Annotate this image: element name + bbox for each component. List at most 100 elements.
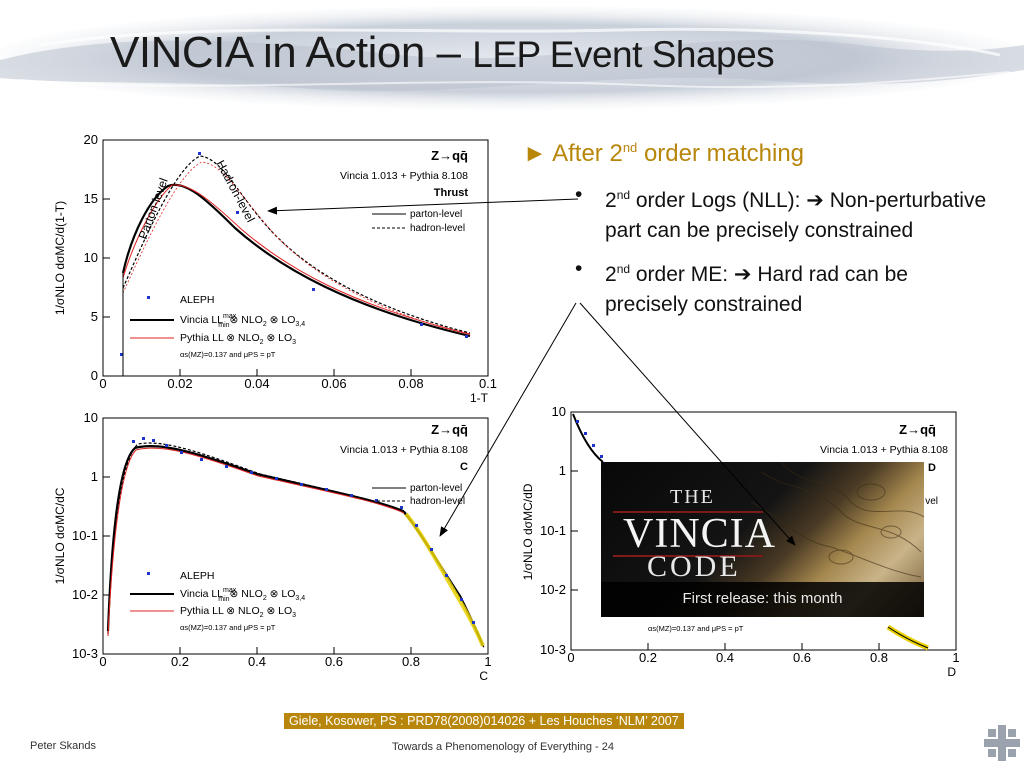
c-ytick-2: 10-1: [72, 528, 98, 543]
thrust-xtick-3: 0.06: [321, 376, 346, 391]
c-legend-vincia: Vincia LLmax min⊗ NLO2 ⊗ LO3,4: [180, 587, 305, 603]
arrow-icon: ➔: [806, 189, 824, 212]
d-ytick-3: 10-2: [540, 582, 566, 597]
bullet-dot: •: [575, 257, 583, 280]
thrust-frame: [102, 139, 489, 377]
d-data-points: [576, 420, 603, 458]
title-part1: VINCIA in Action –: [110, 28, 473, 77]
vincia-code-code: CODE: [647, 550, 741, 583]
bullet-main-sup: nd: [622, 140, 638, 155]
bullet-me-pre: 2: [605, 263, 617, 286]
thrust-ylabel: 1/σNLO dσMC/d(1-T): [53, 201, 67, 315]
thrust-xtick-0: 0: [99, 376, 106, 391]
arrow-to-c-tail: [439, 302, 577, 537]
d-xtick-3: 0.6: [793, 650, 811, 665]
vincia-code-rule-bottom: [613, 555, 763, 557]
c-y-tick-labels: 10 1 10-1 10-2 10-3: [72, 410, 98, 661]
c-legend-pythia: Pythia LL ⊗ NLO2 ⊗ LO3: [180, 605, 296, 619]
title-banner: [0, 6, 1024, 110]
thrust-y-tick-labels: 0 5 10 15 20: [84, 132, 98, 383]
thrust-name: Thrust: [434, 187, 469, 199]
footer-page: Towards a Phenomenology of Everything - …: [392, 741, 614, 753]
d-name: D: [928, 462, 936, 474]
thrust-ytick-2: 10: [84, 250, 98, 265]
thrust-legend: Z→qq̄ Vincia 1.013 + Pythia 8.108 Thrust…: [130, 148, 468, 359]
vincia-code-vincia: VINCIA: [623, 511, 776, 557]
c-ytick-1: 1: [91, 469, 98, 484]
thrust-ytick-1: 5: [91, 309, 98, 324]
vincia-code-the: THE: [670, 486, 715, 508]
d-legend: Z→qq̄ Vincia 1.013 + Pythia 8.108 D vel …: [648, 422, 948, 633]
bullet-main-pre: After 2: [552, 140, 623, 167]
d-legend-tail: vel: [925, 496, 938, 507]
c-ylabel: 1/σNLO dσMC/dC: [53, 487, 67, 584]
c-name: C: [460, 461, 468, 473]
c-legend-alphas: αs(MZ)=0.137 and μPS = pT: [180, 623, 276, 632]
thrust-version: Vincia 1.013 + Pythia 8.108: [340, 170, 468, 182]
c-ytick-4: 10-3: [72, 646, 98, 661]
d-version: Vincia 1.013 + Pythia 8.108: [820, 444, 948, 456]
bullet-logs-post: Non-perturbative part can be precisely c…: [605, 189, 987, 242]
slide-title: VINCIA in Action – LEP Event Shapes: [110, 28, 775, 78]
bullet-logs-pre: 2: [605, 189, 617, 212]
c-xtick-3: 0.6: [325, 654, 343, 669]
bullet-logs-mid: order Logs (NLL):: [630, 189, 807, 212]
thrust-legend-aleph: ALEPH: [180, 294, 214, 306]
bullet-list: ► After 2nd order matching • 2nd order L…: [523, 140, 993, 328]
d-xtick-4: 0.8: [870, 650, 888, 665]
bullet-item-me: • 2nd order ME: ➔ Hard rad can be precis…: [523, 254, 993, 320]
thrust-xtick-1: 0.02: [167, 376, 192, 391]
bullet-me-sup: nd: [616, 262, 631, 276]
bullet-dot: •: [575, 183, 583, 206]
d-ylabel: 1/σNLO dσMC/dD: [521, 483, 535, 580]
c-xtick-0: 0: [99, 654, 106, 669]
bullet-me-post: Hard rad can be precisely constrained: [605, 263, 908, 316]
bullet-logs-sup: nd: [616, 188, 631, 202]
thrust-xtick-4: 0.08: [398, 376, 423, 391]
c-xtick-5: 1: [484, 654, 491, 669]
thrust-zqq: Z→qq̄: [431, 148, 468, 163]
arrow-icon: ➔: [733, 263, 752, 286]
d-xtick-0: 0: [567, 650, 574, 665]
c-parameter-plot: 0 0.2 0.4 0.6 0.8 1 10 1 10-1 10-2 10-3 …: [53, 410, 492, 683]
footer-author: Peter Skands: [30, 740, 97, 752]
d-ytick-4: 10-3: [540, 642, 566, 657]
d-curves: [572, 413, 929, 651]
c-xtick-2: 0.4: [248, 654, 266, 669]
d-ytick-2: 10-1: [540, 523, 566, 538]
c-xtick-4: 0.8: [402, 654, 420, 669]
bullet-main: ► After 2nd order matching: [523, 140, 805, 167]
thrust-legend-vincia: Vincia LLmax min⊗ NLO2 ⊗ LO3,4: [180, 313, 305, 329]
thrust-legend-pythia: Pythia LL ⊗ NLO2 ⊗ LO3: [180, 332, 296, 346]
c-frame: [102, 417, 489, 655]
c-zqq: Z→qq̄: [431, 422, 468, 437]
thrust-xtick-5: 0.1: [479, 376, 497, 391]
d-xtick-5: 1: [952, 650, 959, 665]
thrust-xlabel: 1-T: [470, 391, 489, 405]
bullet-main-post: order matching: [637, 140, 805, 167]
arrow-to-thrust: [267, 198, 579, 215]
fermilab-logo-icon: [984, 725, 1020, 761]
c-x-tick-labels: 0 0.2 0.4 0.6 0.8 1: [99, 654, 491, 669]
thrust-ytick-0: 0: [91, 368, 98, 383]
vincia-code-caption: First release: this month: [601, 582, 924, 617]
c-legend-hadron: hadron-level: [410, 496, 465, 507]
d-xtick-1: 0.2: [639, 650, 657, 665]
d-y-tick-labels: 10 1 10-1 10-2 10-3: [540, 404, 566, 657]
thrust-xtick-2: 0.04: [244, 376, 269, 391]
citation: Giele, Kosower, PS : PRD78(2008)014026 +…: [284, 713, 684, 729]
d-x-tick-labels: 0 0.2 0.4 0.6 0.8 1: [567, 650, 959, 665]
thrust-legend-hadron: hadron-level: [410, 223, 465, 234]
vincia-code-rule-top: [613, 511, 763, 513]
thrust-curves: [121, 155, 471, 338]
d-ytick-0: 10: [552, 404, 566, 419]
c-xtick-1: 0.2: [171, 654, 189, 669]
c-legend-parton: parton-level: [410, 483, 462, 494]
bullet-item-logs: • 2nd order Logs (NLL): ➔ Non-perturbati…: [523, 180, 993, 246]
thrust-x-tick-labels: 0 0.02 0.04 0.06 0.08 0.1: [99, 376, 497, 391]
d-xlabel: D: [947, 665, 956, 679]
c-data-points: [132, 437, 475, 624]
thrust-ytick-4: 20: [84, 132, 98, 147]
bullet-me-mid: order ME:: [630, 263, 734, 286]
